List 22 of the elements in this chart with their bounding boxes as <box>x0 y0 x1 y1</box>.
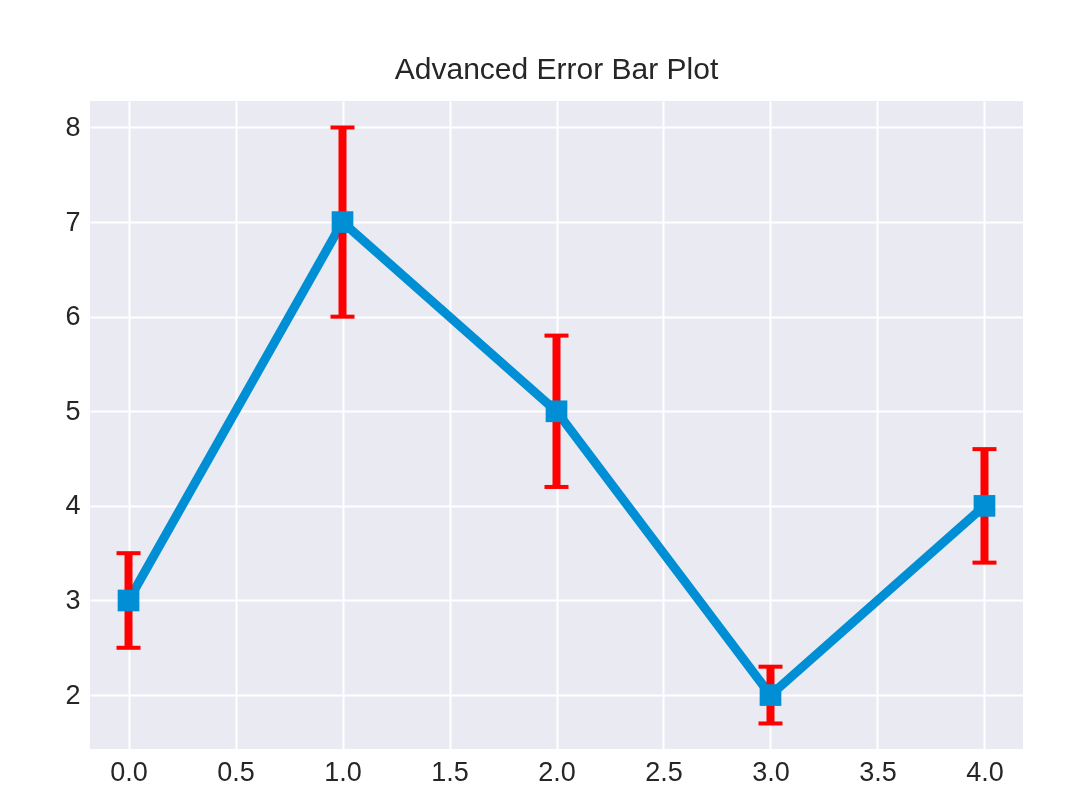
x-tick-label: 1.0 <box>324 756 362 787</box>
y-tick-label: 5 <box>65 395 81 426</box>
y-tick-label: 2 <box>65 679 81 710</box>
point <box>759 684 782 706</box>
x-tick-label: 1.5 <box>431 756 469 787</box>
x-tick-label: 0.0 <box>110 756 148 787</box>
x-tick-label: 0.5 <box>217 756 255 787</box>
chart-title: Advanced Error Bar Plot <box>394 52 719 85</box>
y-tick-label: 8 <box>65 111 81 142</box>
x-tick-label: 2.0 <box>538 756 576 787</box>
y-tick-label: 6 <box>65 301 81 332</box>
point <box>545 400 568 423</box>
x-tick-label: 3.0 <box>752 756 790 787</box>
y-tick-label: 3 <box>65 584 81 615</box>
point <box>973 495 996 517</box>
y-tick-label: 7 <box>65 206 81 237</box>
x-tick-label: 4.0 <box>966 756 1004 787</box>
x-tick-label: 2.5 <box>645 756 683 787</box>
y-tick-label: 4 <box>65 490 81 521</box>
point <box>117 589 140 612</box>
point <box>331 211 354 233</box>
x-tick-label: 3.5 <box>859 756 897 787</box>
